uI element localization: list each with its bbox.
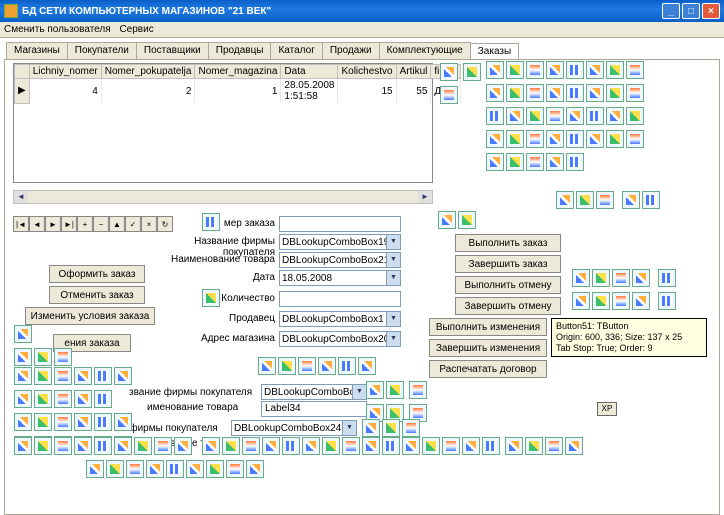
nav-edit[interactable]: ▲ (109, 216, 125, 232)
menu-change-user[interactable]: Сменить пользователя (4, 24, 111, 35)
tab-sellers[interactable]: Продавцы (208, 42, 272, 59)
scroll-right-icon[interactable]: ► (418, 191, 432, 203)
combo-good[interactable]: DBLookupComboBox21▼ (279, 252, 401, 268)
label34-field[interactable]: Label34 (261, 401, 367, 417)
qty-input[interactable] (279, 291, 401, 307)
orders-grid[interactable]: Lichniy_nomer Nomer_pokupatelja Nomer_ma… (13, 63, 433, 183)
glyph-cluster-right2 (571, 268, 721, 314)
xp-manifest-icon: XP (597, 402, 617, 416)
glyph-cluster-right (485, 60, 715, 175)
cell: 2 (101, 79, 195, 104)
label-date: Дата (249, 272, 275, 283)
nav-refresh[interactable]: ↻ (157, 216, 173, 232)
col-lichniy[interactable]: Lichniy_nomer (29, 65, 101, 79)
tab-row: Магазины Покупатели Поставщики Продавцы … (6, 42, 724, 59)
component-icon[interactable] (486, 61, 504, 79)
chevron-down-icon[interactable]: ▼ (386, 235, 400, 249)
glyph-small2 (201, 288, 221, 311)
minimize-button[interactable]: _ (662, 3, 680, 19)
label-seller: Продавец (227, 313, 275, 324)
scroll-left-icon[interactable]: ◄ (14, 191, 28, 203)
label-good-2: именование товара (147, 402, 247, 413)
col-buyer[interactable]: Nomer_pokupatelja (101, 65, 195, 79)
nav-prev[interactable]: ◄ (29, 216, 45, 232)
glyph-cluster-center (257, 356, 417, 379)
glyph-cluster-top (439, 62, 482, 108)
nav-next[interactable]: ► (45, 216, 61, 232)
chevron-down-icon[interactable]: ▼ (352, 385, 366, 399)
combo-shop-addr[interactable]: DBLookupComboBox20▼ (279, 331, 401, 347)
tab-buyers[interactable]: Покупатели (67, 42, 137, 59)
nav-first[interactable]: |◄ (13, 216, 29, 232)
col-shop[interactable]: Nomer_magazina (195, 65, 281, 79)
col-date[interactable]: Data (281, 65, 338, 79)
designer-hint: Button51: TButton Origin: 600, 336; Size… (551, 318, 707, 357)
col-qty[interactable]: Kolichestvo (338, 65, 396, 79)
btn-finish-cancel[interactable]: Завершить отмену (455, 297, 561, 315)
glyph-cluster-mid2 (437, 210, 477, 233)
nav-delete[interactable]: − (93, 216, 109, 232)
nav-post[interactable]: ✓ (125, 216, 141, 232)
tab-orders[interactable]: Заказы (470, 43, 519, 60)
combo-seller[interactable]: DBLookupComboBox1▼ (279, 311, 401, 327)
grid-hscroll[interactable]: ◄ ► (13, 190, 433, 204)
combo-22[interactable]: DBLookupComboBox22▼ (261, 384, 367, 400)
cell: 4 (29, 79, 101, 104)
component-icon[interactable] (463, 63, 481, 81)
grid-row[interactable]: ▶ 4 2 1 28.05.2008 1:51:58 15 55 ДВК (15, 79, 461, 104)
date-input[interactable]: 18.05.2008▼ (279, 270, 401, 286)
component-icon[interactable] (440, 86, 458, 104)
label-qty: Количество (217, 293, 275, 304)
label-order-no: мер заказа (215, 218, 275, 229)
cell: 15 (338, 79, 396, 104)
tab-sales[interactable]: Продажи (322, 42, 380, 59)
maximize-button[interactable]: □ (682, 3, 700, 19)
cell: 28.05.2008 1:51:58 (281, 79, 338, 104)
order-no-input[interactable] (279, 216, 401, 232)
nav-last[interactable]: ►| (61, 216, 77, 232)
titlebar: БД СЕТИ КОМПЬЮТЕРНЫХ МАГАЗИНОВ "21 ВЕК" … (0, 0, 724, 22)
glyph-cluster-left (13, 324, 73, 370)
app-icon (4, 4, 18, 18)
label-good-name: Наименование товара (169, 254, 275, 265)
cell: 1 (195, 79, 281, 104)
tab-catalog[interactable]: Каталог (270, 42, 322, 59)
chevron-down-icon[interactable]: ▼ (386, 271, 400, 285)
close-button[interactable]: × (702, 3, 720, 19)
btn-create-order[interactable]: Оформить заказ (49, 265, 145, 283)
btn-change-order[interactable]: Изменить условия заказа (25, 307, 155, 325)
btn-exec-cancel[interactable]: Выполнить отмену (455, 276, 561, 294)
btn-print-contract[interactable]: Распечатать договор (429, 360, 547, 378)
glyph-cluster-bottom (13, 436, 713, 482)
label-shop-addr: Адрес магазина (197, 333, 275, 344)
combo-24[interactable]: DBLookupComboBox24▼ (231, 420, 357, 436)
btn-finish-changes[interactable]: Завершить изменения (429, 339, 547, 357)
btn-cancel-order[interactable]: Отменить заказ (49, 286, 145, 304)
combo-firm-buyer[interactable]: DBLookupComboBox19▼ (279, 234, 401, 250)
col-artikul[interactable]: Artikul (396, 65, 431, 79)
cell: 55 (396, 79, 431, 104)
grid-rowselect-header (15, 65, 30, 79)
btn-exec-order[interactable]: Выполнить заказ (455, 234, 561, 252)
component-icon[interactable] (440, 63, 458, 81)
chevron-down-icon[interactable]: ▼ (342, 421, 356, 435)
tab-suppliers[interactable]: Поставщики (136, 42, 209, 59)
glyph-cluster-mid (555, 190, 661, 213)
btn-finish-order[interactable]: Завершить заказ (455, 255, 561, 273)
menu-service[interactable]: Сервис (119, 24, 153, 35)
chevron-down-icon[interactable]: ▼ (386, 312, 400, 326)
client-area: Lichniy_nomer Nomer_pokupatelja Nomer_ma… (4, 59, 720, 515)
nav-insert[interactable]: + (77, 216, 93, 232)
row-pointer: ▶ (15, 79, 30, 104)
glyph-small1 (201, 212, 221, 235)
tab-shops[interactable]: Магазины (6, 42, 68, 59)
nav-cancel[interactable]: × (141, 216, 157, 232)
menubar: Сменить пользователя Сервис (0, 22, 724, 38)
db-navigator: |◄ ◄ ► ►| + − ▲ ✓ × ↻ (13, 216, 173, 232)
chevron-down-icon[interactable]: ▼ (386, 253, 400, 267)
chevron-down-icon[interactable]: ▼ (386, 332, 400, 346)
window-title: БД СЕТИ КОМПЬЮТЕРНЫХ МАГАЗИНОВ "21 ВЕК" (22, 6, 660, 17)
btn-exec-changes[interactable]: Выполнить изменения (429, 318, 547, 336)
tab-parts[interactable]: Комплектующие (379, 42, 471, 59)
